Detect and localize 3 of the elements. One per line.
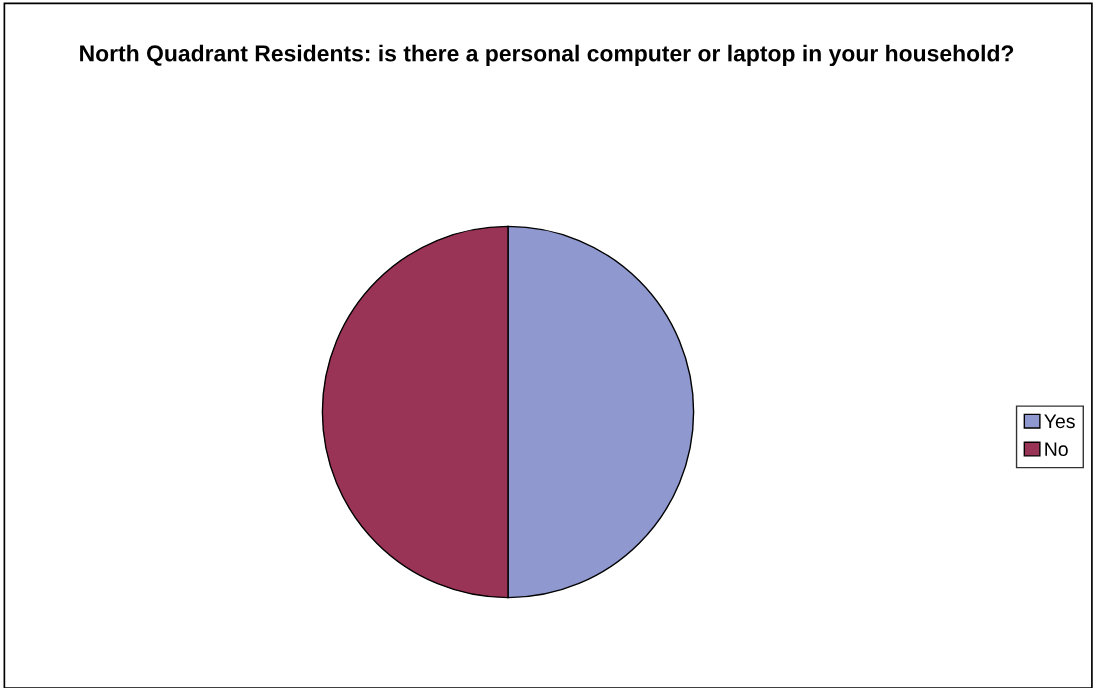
chart-title: North Quadrant Residents: is there a personal computer or laptop in your household? xyxy=(80,44,1014,67)
legend-label: Yes xyxy=(1044,414,1075,429)
legend-label: No xyxy=(1045,442,1068,457)
